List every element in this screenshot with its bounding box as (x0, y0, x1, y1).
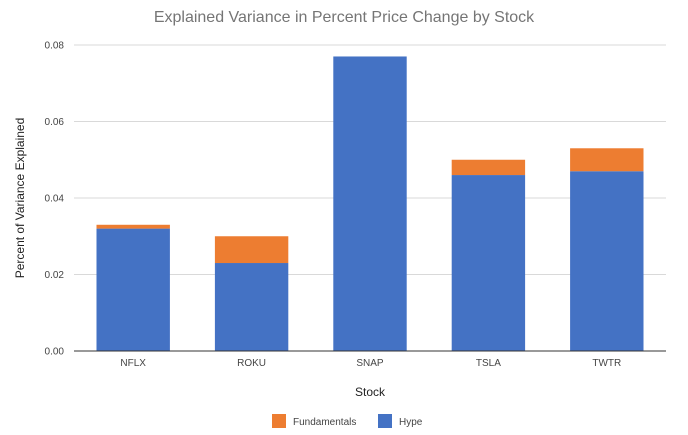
legend-swatch-fundamentals (272, 414, 286, 428)
legend: Fundamentals Hype (272, 414, 423, 428)
x-tick-label: TWTR (592, 358, 621, 369)
bar-hype-snap (333, 56, 407, 351)
x-axis-ticks: NFLX ROKU SNAP TSLA TWTR (120, 358, 621, 369)
legend-label-fundamentals: Fundamentals (293, 417, 356, 428)
x-tick-label: SNAP (356, 358, 384, 369)
y-tick-label: 0.00 (45, 347, 65, 358)
bar-hype-twtr (570, 171, 644, 351)
y-axis-label: Percent of Variance Explained (13, 118, 27, 279)
bars (96, 56, 644, 351)
legend-label-hype: Hype (399, 417, 423, 428)
legend-swatch-hype (378, 414, 392, 428)
x-tick-label: TSLA (476, 358, 501, 369)
y-tick-label: 0.02 (45, 270, 65, 281)
y-tick-label: 0.08 (45, 41, 65, 52)
y-tick-label: 0.06 (45, 117, 65, 128)
x-axis-label: Stock (355, 385, 386, 399)
bar-hype-roku (214, 263, 289, 351)
y-axis-ticks: 0.00 0.02 0.04 0.06 0.08 (45, 41, 65, 358)
x-tick-label: ROKU (237, 358, 266, 369)
bar-fundamentals-nflx (96, 224, 170, 229)
bar-fundamentals-twtr (570, 148, 644, 172)
bar-fundamentals-tsla (451, 159, 526, 176)
x-tick-label: NFLX (120, 358, 146, 369)
bar-hype-tsla (451, 175, 526, 351)
bar-fundamentals-roku (214, 236, 289, 264)
bar-hype-nflx (96, 228, 170, 351)
chart-title: Explained Variance in Percent Price Chan… (154, 9, 535, 26)
y-tick-label: 0.04 (45, 194, 65, 205)
